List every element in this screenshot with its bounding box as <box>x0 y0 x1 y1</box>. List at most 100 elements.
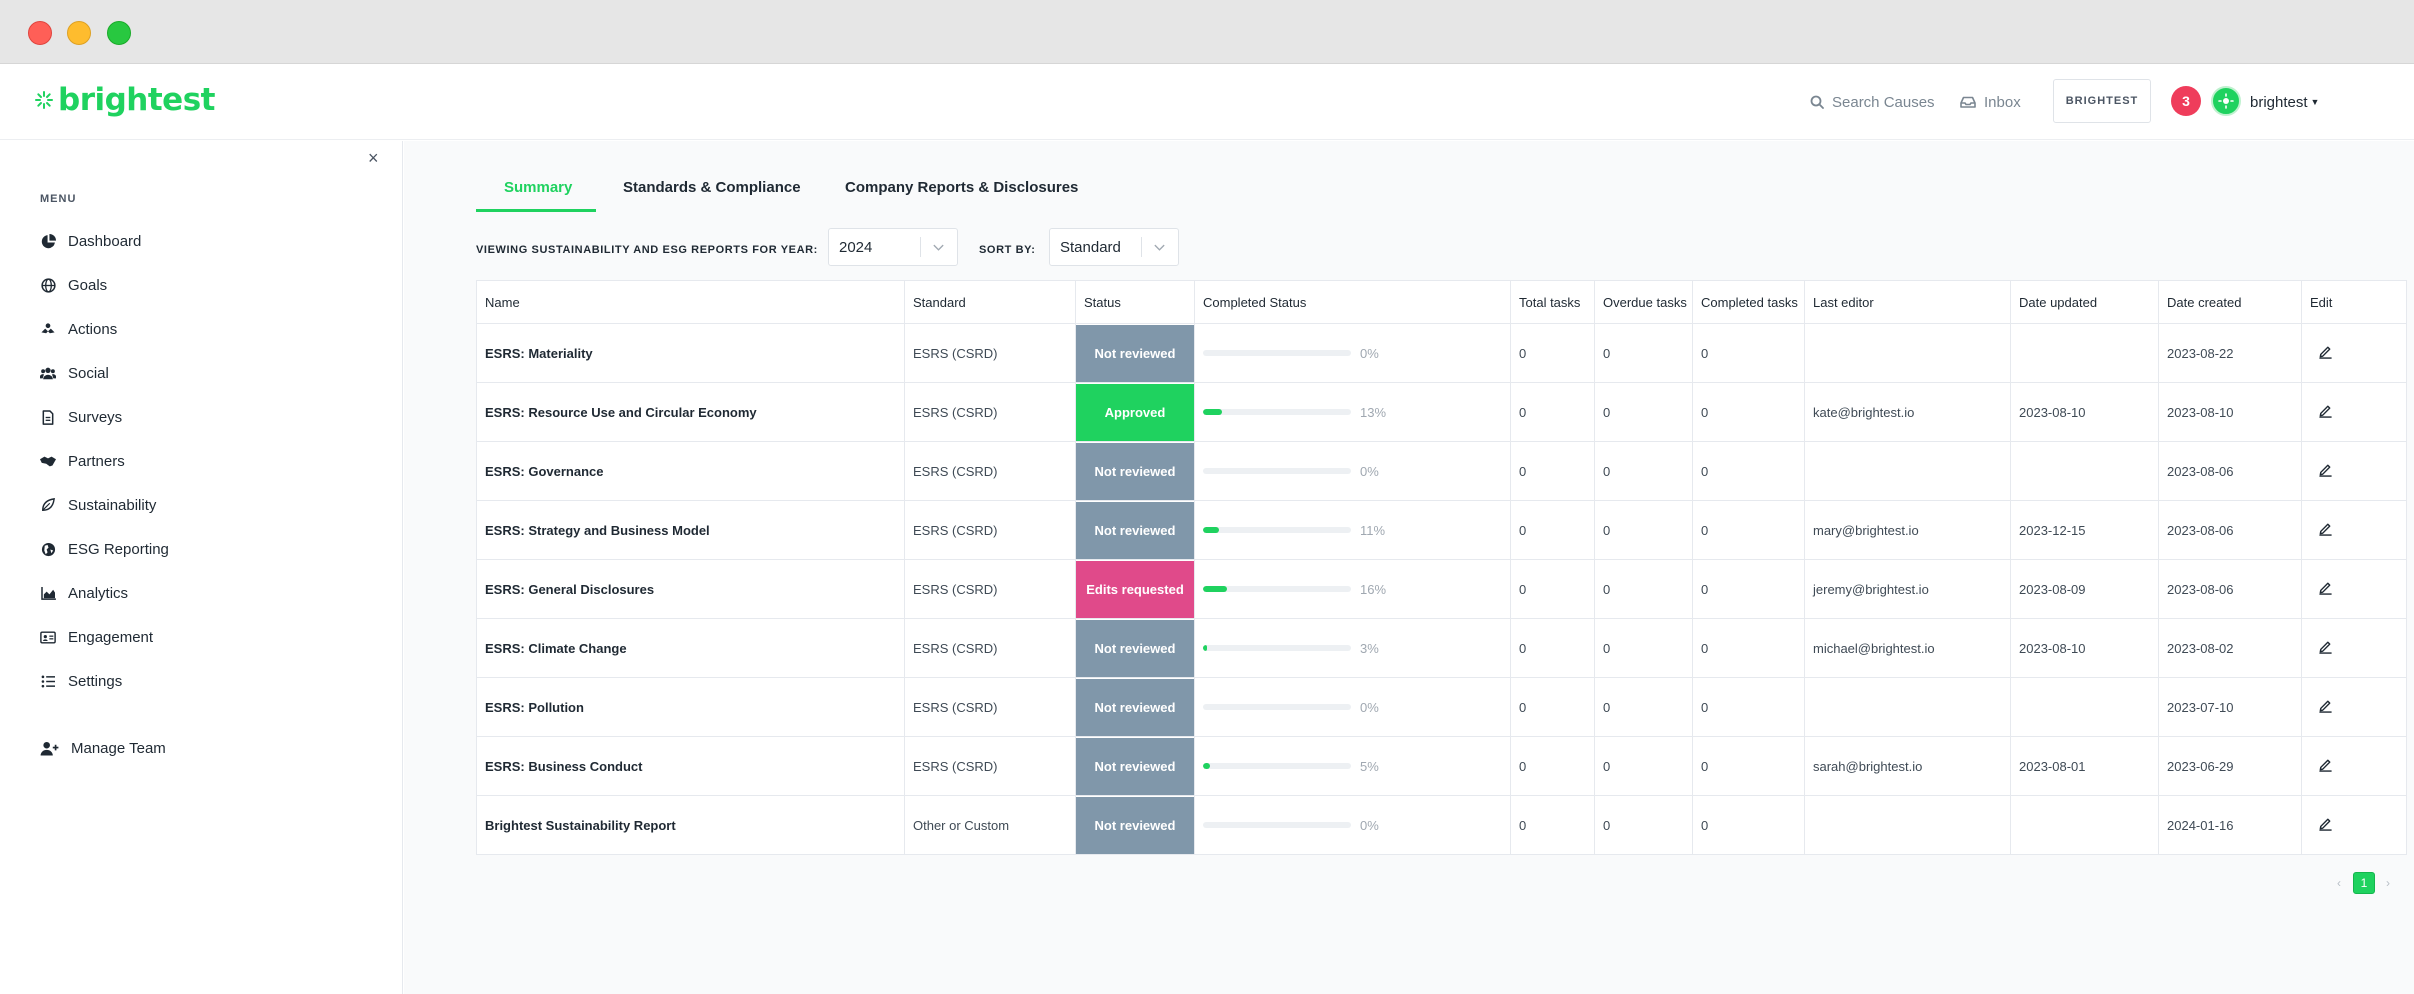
report-name[interactable]: ESRS: Materiality <box>476 323 905 383</box>
table-row[interactable]: ESRS: Business Conduct ESRS (CSRD) Not rev… <box>476 736 2407 796</box>
table-row[interactable]: ESRS: Governance ESRS (CSRD) Not reviewed 0… <box>476 441 2407 501</box>
edit-pencil-icon[interactable] <box>2318 580 2333 595</box>
sidebar-item-partners[interactable]: Partners <box>40 446 125 476</box>
progress-percent: 13% <box>1360 404 1387 420</box>
notification-badge[interactable]: 3 <box>2171 86 2201 116</box>
organization-button[interactable]: BRIGHTEST <box>2053 79 2151 123</box>
completed-tasks: 0 <box>1692 323 1805 383</box>
column-header-overdue-tasks[interactable]: Overdue tasks <box>1594 280 1693 324</box>
sort-select[interactable]: Standard <box>1049 228 1179 266</box>
edit-cell <box>2301 736 2407 796</box>
sidebar-item-dashboard[interactable]: Dashboard <box>40 226 141 256</box>
progress-bar <box>1203 645 1351 651</box>
maximize-window-button[interactable] <box>107 21 131 45</box>
pagination-current-page[interactable]: 1 <box>2353 872 2375 894</box>
edit-pencil-icon[interactable] <box>2318 698 2333 713</box>
sidebar-item-actions[interactable]: Actions <box>40 314 117 344</box>
inbox-link[interactable]: Inbox <box>1960 64 2021 140</box>
date-created: 2023-08-22 <box>2158 323 2302 383</box>
column-header-date-updated[interactable]: Date updated <box>2010 280 2159 324</box>
table-row[interactable]: ESRS: General Disclosures ESRS (CSRD) Edit… <box>476 559 2407 619</box>
edit-pencil-icon[interactable] <box>2318 639 2333 654</box>
brand-logo[interactable]: brightest <box>34 78 215 122</box>
sidebar-item-analytics[interactable]: Analytics <box>40 578 128 608</box>
report-name[interactable]: ESRS: Strategy and Business Model <box>476 500 905 560</box>
edit-pencil-icon[interactable] <box>2318 757 2333 772</box>
sidebar-item-goals[interactable]: Goals <box>40 270 107 300</box>
status-badge: Not reviewed <box>1076 619 1194 677</box>
progress-cell: 0% <box>1194 795 1511 855</box>
edit-pencil-icon[interactable] <box>2318 521 2333 536</box>
column-header-standard[interactable]: Standard <box>904 280 1076 324</box>
completed-tasks: 0 <box>1692 795 1805 855</box>
column-header-status[interactable]: Status <box>1075 280 1195 324</box>
completed-tasks: 0 <box>1692 382 1805 442</box>
sidebar-item-engagement[interactable]: Engagement <box>40 622 153 652</box>
pagination-next-button[interactable]: › <box>2386 876 2390 890</box>
status-badge: Not reviewed <box>1076 442 1194 500</box>
column-header-edit: Edit <box>2301 280 2407 324</box>
column-header-date-created[interactable]: Date created <box>2158 280 2302 324</box>
overdue-tasks: 0 <box>1594 736 1693 796</box>
last-editor <box>1804 323 2011 383</box>
sidebar-item-sustainability[interactable]: Sustainability <box>40 490 156 520</box>
edit-pencil-icon[interactable] <box>2318 403 2333 418</box>
column-header-completed-tasks[interactable]: Completed tasks <box>1692 280 1805 324</box>
report-name[interactable]: Brightest Sustainability Report <box>476 795 905 855</box>
column-header-last-editor[interactable]: Last editor <box>1804 280 2011 324</box>
progress-bar <box>1203 468 1351 474</box>
user-menu[interactable]: brightest ▼ <box>2250 64 2319 140</box>
sidebar: × MENU Dashboard Goals Actions Social Su… <box>0 141 403 994</box>
close-sidebar-icon[interactable]: × <box>368 148 379 168</box>
tab-summary[interactable]: Summary <box>504 179 573 196</box>
progress-bar-fill <box>1203 586 1227 592</box>
report-name[interactable]: ESRS: Climate Change <box>476 618 905 678</box>
date-created: 2023-08-06 <box>2158 441 2302 501</box>
status-cell: Not reviewed <box>1075 795 1195 855</box>
table-row[interactable]: ESRS: Strategy and Business Model ESRS (C… <box>476 500 2407 560</box>
table-row[interactable]: ESRS: Materiality ESRS (CSRD) Not reviewed… <box>476 323 2407 383</box>
report-name[interactable]: ESRS: Pollution <box>476 677 905 737</box>
column-header-completed-status[interactable]: Completed Status <box>1194 280 1511 324</box>
handshake-icon <box>40 453 56 469</box>
sidebar-item-manage-team[interactable]: Manage Team <box>40 733 166 763</box>
sidebar-item-esg-reporting[interactable]: ESG Reporting <box>40 534 169 564</box>
column-header-total-tasks[interactable]: Total tasks <box>1510 280 1595 324</box>
report-name[interactable]: ESRS: Business Conduct <box>476 736 905 796</box>
progress-percent: 0% <box>1360 345 1379 361</box>
progress-cell: 5% <box>1194 736 1511 796</box>
overdue-tasks: 0 <box>1594 500 1693 560</box>
minimize-window-button[interactable] <box>67 21 91 45</box>
avatar[interactable] <box>2211 86 2241 116</box>
edit-pencil-icon[interactable] <box>2318 816 2333 831</box>
date-updated: 2023-08-09 <box>2010 559 2159 619</box>
edit-pencil-icon[interactable] <box>2318 462 2333 477</box>
table-row[interactable]: Brightest Sustainability Report Other or … <box>476 795 2407 855</box>
total-tasks: 0 <box>1510 618 1595 678</box>
year-filter-label: VIEWING SUSTAINABILITY AND ESG REPORTS F… <box>476 244 818 256</box>
search-causes-link[interactable]: Search Causes <box>1810 64 1935 140</box>
pagination-prev-button[interactable]: ‹ <box>2337 876 2341 890</box>
main-content: Summary Standards & Compliance Company R… <box>404 141 2414 994</box>
table-row[interactable]: ESRS: Resource Use and Circular Economy E… <box>476 382 2407 442</box>
sidebar-item-surveys[interactable]: Surveys <box>40 402 122 432</box>
table-row[interactable]: ESRS: Climate Change ESRS (CSRD) Not revie… <box>476 618 2407 678</box>
progress-bar-fill <box>1203 763 1211 769</box>
edit-pencil-icon[interactable] <box>2318 344 2333 359</box>
sidebar-item-label: Partners <box>68 452 125 470</box>
sidebar-item-social[interactable]: Social <box>40 358 109 388</box>
tab-standards-compliance[interactable]: Standards & Compliance <box>623 179 801 196</box>
report-name[interactable]: ESRS: Governance <box>476 441 905 501</box>
year-select[interactable]: 2024 <box>828 228 958 266</box>
report-name[interactable]: ESRS: General Disclosures <box>476 559 905 619</box>
sidebar-item-settings[interactable]: Settings <box>40 666 122 696</box>
last-editor <box>1804 441 2011 501</box>
close-window-button[interactable] <box>28 21 52 45</box>
column-header-name[interactable]: Name <box>476 280 905 324</box>
report-name[interactable]: ESRS: Resource Use and Circular Economy <box>476 382 905 442</box>
progress-bar <box>1203 409 1351 415</box>
date-updated: 2023-08-10 <box>2010 618 2159 678</box>
sort-select-value: Standard <box>1060 238 1121 256</box>
tab-company-reports[interactable]: Company Reports & Disclosures <box>845 179 1079 196</box>
table-row[interactable]: ESRS: Pollution ESRS (CSRD) Not reviewed 0%… <box>476 677 2407 737</box>
